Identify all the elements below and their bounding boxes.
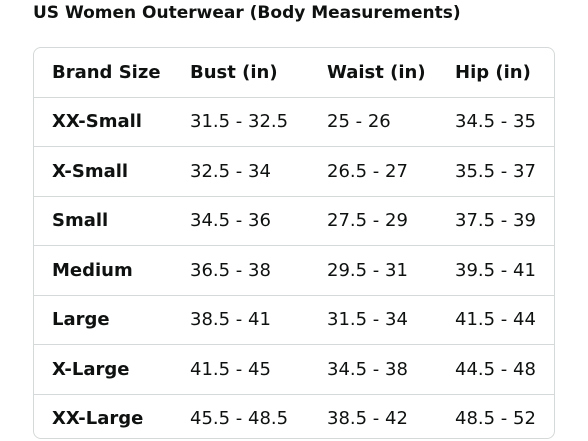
measurement-cell: 36.5 - 38 bbox=[172, 245, 309, 296]
measurement-cell: 26.5 - 27 bbox=[309, 146, 437, 197]
column-header: Waist (in) bbox=[309, 48, 437, 98]
measurement-cell: 44.5 - 48 bbox=[437, 344, 554, 395]
measurement-cell: 31.5 - 34 bbox=[309, 295, 437, 345]
measurement-cell: 31.5 - 32.5 bbox=[172, 97, 309, 147]
table-row: X-Large 41.5 - 45 34.5 - 38 44.5 - 48 bbox=[34, 344, 554, 395]
column-header: Bust (in) bbox=[172, 48, 309, 98]
size-table: Brand Size Bust (in) Waist (in) Hip (in) XX… bbox=[34, 48, 554, 438]
measurement-cell: 34.5 - 35 bbox=[437, 97, 554, 147]
measurement-cell: 37.5 - 39 bbox=[437, 196, 554, 246]
measurement-cell: 34.5 - 36 bbox=[172, 196, 309, 246]
measurement-cell: 41.5 - 44 bbox=[437, 295, 554, 345]
measurement-cell: 38.5 - 41 bbox=[172, 295, 309, 345]
measurement-cell: 34.5 - 38 bbox=[309, 344, 437, 395]
measurement-cell: 39.5 - 41 bbox=[437, 245, 554, 296]
table-container: Brand Size Bust (in) Waist (in) Hip (in) XX… bbox=[33, 47, 555, 439]
column-header: Brand Size bbox=[34, 48, 172, 98]
measurement-cell: 41.5 - 45 bbox=[172, 344, 309, 395]
table-row: Small 34.5 - 36 27.5 - 29 37.5 - 39 bbox=[34, 196, 554, 246]
measurement-cell: 25 - 26 bbox=[309, 97, 437, 147]
measurement-cell: 45.5 - 48.5 bbox=[190, 408, 289, 430]
size-cell: X-Small bbox=[34, 146, 172, 197]
measurement-cell: 38.5 - 42 bbox=[327, 408, 408, 430]
size-cell: XX-Large bbox=[52, 408, 144, 430]
size-cell: Small bbox=[34, 196, 172, 246]
column-header: Hip (in) bbox=[437, 48, 554, 98]
measurement-cell: 27.5 - 29 bbox=[309, 196, 437, 246]
title: US Women Outerwear (Body Measurements) bbox=[33, 3, 461, 23]
measurement-cell: 32.5 - 34 bbox=[172, 146, 309, 197]
size-cell: XX-Small bbox=[34, 97, 172, 147]
table-row: Large 38.5 - 41 31.5 - 34 41.5 - 44 bbox=[34, 295, 554, 345]
table-row: X-Small 32.5 - 34 26.5 - 27 35.5 - 37 bbox=[34, 146, 554, 197]
size-cell: Large bbox=[34, 295, 172, 345]
measurement-cell: 48.5 - 52 bbox=[455, 408, 536, 430]
table-body: XX-Small 31.5 - 32.5 25 - 26 34.5 - 35 X-Sma… bbox=[34, 97, 554, 438]
measurement-cell: 35.5 - 37 bbox=[437, 146, 554, 197]
table-row: XX-Large 45.5 - 48.5 38.5 - 42 48.5 - 52 bbox=[34, 394, 554, 438]
size-cell: Medium bbox=[34, 245, 172, 296]
header-row: Brand Size Bust (in) Waist (in) Hip (in) bbox=[34, 48, 554, 98]
measurement-cell: 29.5 - 31 bbox=[309, 245, 437, 296]
table-row: XX-Small 31.5 - 32.5 25 - 26 34.5 - 35 bbox=[34, 97, 554, 147]
size-cell: X-Large bbox=[34, 344, 172, 395]
table-row: Medium 36.5 - 38 29.5 - 31 39.5 - 41 bbox=[34, 245, 554, 296]
